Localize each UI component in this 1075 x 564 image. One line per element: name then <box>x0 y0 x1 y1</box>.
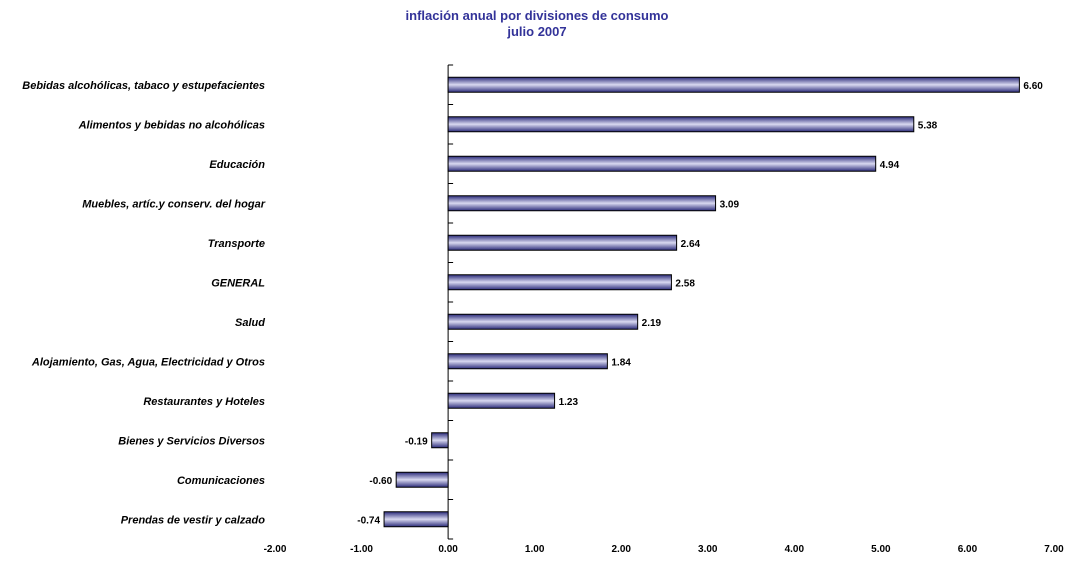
category-label: Bebidas alcohólicas, tabaco y estupefaci… <box>22 80 265 92</box>
x-tick-label: -1.00 <box>350 544 373 555</box>
data-label: 2.64 <box>681 239 701 250</box>
category-label: Salud <box>235 317 265 329</box>
bar <box>447 195 717 212</box>
category-label: Comunicaciones <box>177 475 265 487</box>
x-tick-label: 0.00 <box>438 544 458 555</box>
data-label: 3.09 <box>720 199 740 210</box>
bar <box>447 353 608 370</box>
data-label: 2.58 <box>675 278 695 289</box>
category-label: Prendas de vestir y calzado <box>121 514 266 526</box>
x-tick-label: 6.00 <box>958 544 978 555</box>
data-label: -0.19 <box>405 436 428 447</box>
x-tick-label: 2.00 <box>611 544 631 555</box>
category-label: Educación <box>209 159 265 171</box>
chart-title: inflación anual por divisiones de consum… <box>406 8 669 23</box>
bar <box>447 76 1020 93</box>
data-label: 1.23 <box>559 397 579 408</box>
chart-subtitle: julio 2007 <box>506 24 566 39</box>
bar <box>431 432 449 449</box>
category-label: Alojamiento, Gas, Agua, Electricidad y O… <box>31 356 265 368</box>
data-label: 4.94 <box>880 160 900 171</box>
data-label: 2.19 <box>642 318 662 329</box>
x-tick-label: 3.00 <box>698 544 718 555</box>
data-label: -0.74 <box>357 515 380 526</box>
x-tick-label: 1.00 <box>525 544 545 555</box>
bar <box>447 313 639 330</box>
x-tick-label: 5.00 <box>871 544 891 555</box>
bar <box>447 155 877 172</box>
data-label: -0.60 <box>369 476 392 487</box>
x-tick-label: 4.00 <box>785 544 805 555</box>
category-label: Bienes y Servicios Diversos <box>118 435 265 447</box>
data-label: 5.38 <box>918 120 938 131</box>
data-label: 6.60 <box>1023 81 1043 92</box>
category-label: Muebles, artíc.y conserv. del hogar <box>82 198 266 210</box>
x-tick-label: 7.00 <box>1044 544 1064 555</box>
bar <box>447 116 915 133</box>
data-label: 1.84 <box>611 357 631 368</box>
category-label: Transporte <box>208 238 265 250</box>
bar <box>395 471 449 488</box>
x-tick-label: -2.00 <box>264 544 287 555</box>
bar <box>383 511 449 528</box>
category-label: Restaurantes y Hoteles <box>143 396 265 408</box>
plot-area: -2.00 -1.00 0.00 1.00 2.00 3.00 4.00 5.00 6.00 7.… <box>22 64 1064 555</box>
bar <box>447 274 672 291</box>
bar <box>447 392 556 409</box>
category-label: GENERAL <box>211 277 265 289</box>
category-label: Alimentos y bebidas no alcohólicas <box>78 119 265 131</box>
bar <box>447 234 678 251</box>
